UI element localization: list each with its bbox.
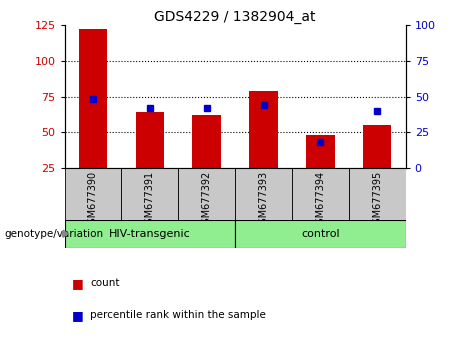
Text: genotype/variation: genotype/variation bbox=[5, 229, 104, 239]
Bar bbox=[121, 169, 178, 219]
Bar bbox=[363, 125, 391, 169]
Bar bbox=[65, 169, 121, 219]
Text: GSM677390: GSM677390 bbox=[88, 171, 98, 230]
Text: GSM677392: GSM677392 bbox=[201, 171, 212, 230]
Text: GSM677395: GSM677395 bbox=[372, 171, 382, 230]
Text: count: count bbox=[90, 278, 119, 288]
Bar bbox=[235, 219, 406, 248]
Bar bbox=[136, 112, 164, 169]
Bar bbox=[65, 219, 235, 248]
Bar bbox=[79, 29, 107, 169]
Bar bbox=[193, 115, 221, 169]
Title: GDS4229 / 1382904_at: GDS4229 / 1382904_at bbox=[154, 10, 316, 24]
Text: percentile rank within the sample: percentile rank within the sample bbox=[90, 310, 266, 320]
Bar bbox=[349, 169, 406, 219]
Bar bbox=[292, 169, 349, 219]
Bar bbox=[249, 91, 278, 169]
Bar bbox=[306, 135, 335, 169]
Bar bbox=[235, 169, 292, 219]
Text: ■: ■ bbox=[71, 309, 83, 321]
Text: GSM677394: GSM677394 bbox=[315, 171, 325, 230]
Bar bbox=[178, 169, 235, 219]
Text: ■: ■ bbox=[71, 277, 83, 290]
Text: HIV-transgenic: HIV-transgenic bbox=[109, 229, 191, 239]
Text: GSM677391: GSM677391 bbox=[145, 171, 155, 230]
Text: GSM677393: GSM677393 bbox=[259, 171, 269, 230]
Text: control: control bbox=[301, 229, 340, 239]
